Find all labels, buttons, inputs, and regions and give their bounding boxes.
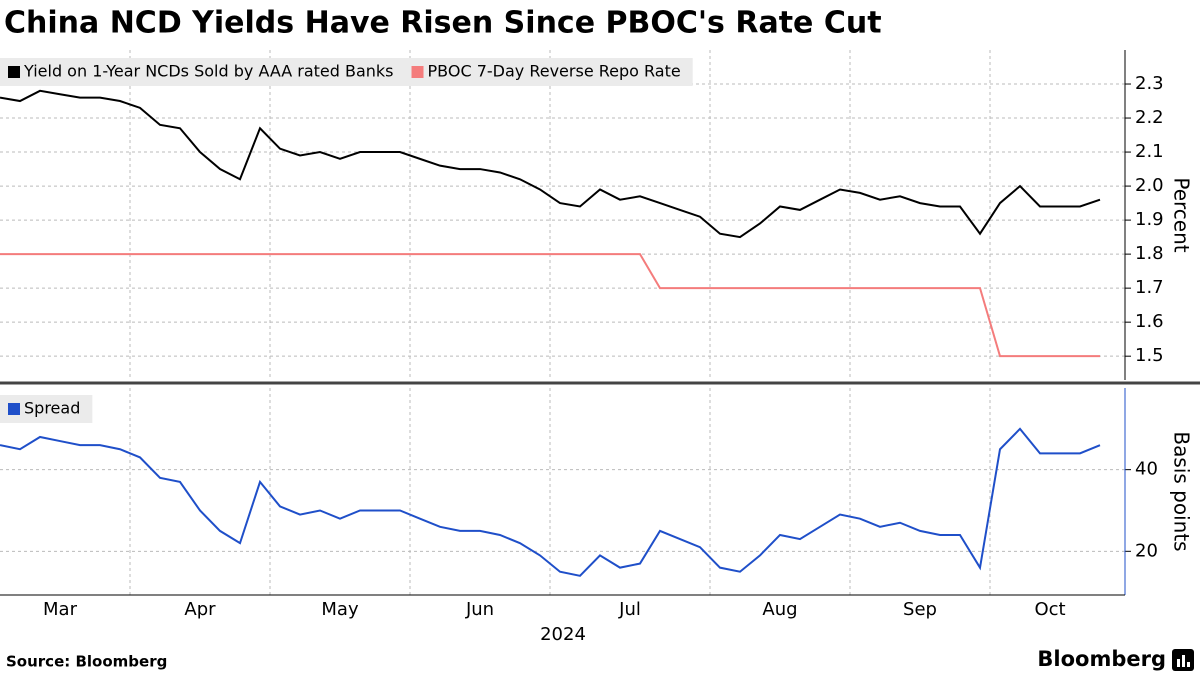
x-tick-label: Mar	[43, 599, 78, 620]
x-tick-label: Jun	[465, 599, 494, 620]
legend-label: Yield on 1-Year NCDs Sold by AAA rated B…	[23, 62, 394, 81]
y-tick-label: 1.6	[1135, 311, 1164, 332]
legend-swatch	[411, 66, 424, 78]
y-tick-label: 40	[1135, 459, 1158, 480]
x-tick-label: Apr	[184, 599, 216, 620]
series-line	[0, 427, 1101, 577]
brand-icon-bar	[1177, 659, 1180, 667]
chart-title: China NCD Yields Have Risen Since PBOC's…	[4, 6, 882, 41]
y-axis-label: Basis points	[1170, 431, 1194, 551]
x-tick-label: Oct	[1034, 599, 1065, 620]
y-tick-label: 2.2	[1135, 107, 1164, 128]
y-tick-label: 2.1	[1135, 141, 1164, 162]
x-tick-label: Sep	[903, 599, 937, 620]
y-tick-label: 1.8	[1135, 243, 1164, 264]
legend-swatch	[8, 403, 20, 415]
y-tick-label: 2.3	[1135, 73, 1164, 94]
x-tick-label: May	[321, 599, 359, 620]
y-tick-label: 1.9	[1135, 209, 1164, 230]
brand-icon-bar	[1187, 662, 1190, 667]
y-tick-label: 20	[1135, 540, 1158, 561]
x-tick-label: Aug	[762, 599, 797, 620]
x-tick-label: Jul	[618, 599, 641, 620]
legend-bg	[0, 58, 693, 86]
y-axis-label: Percent	[1170, 177, 1194, 252]
series-line	[0, 89, 1101, 239]
series-line	[0, 253, 1100, 358]
brand: Bloomberg	[1037, 647, 1166, 671]
y-tick-label: 2.0	[1135, 175, 1164, 196]
legend-swatch	[8, 66, 20, 78]
y-tick-label: 1.5	[1135, 345, 1164, 366]
legend-label: Spread	[24, 399, 80, 418]
y-tick-label: 1.7	[1135, 277, 1164, 298]
source: Source: Bloomberg	[6, 653, 167, 671]
brand-icon-bar	[1182, 655, 1185, 667]
legend-label: PBOC 7-Day Reverse Repo Rate	[428, 62, 681, 81]
x-axis-label: 2024	[540, 624, 586, 645]
